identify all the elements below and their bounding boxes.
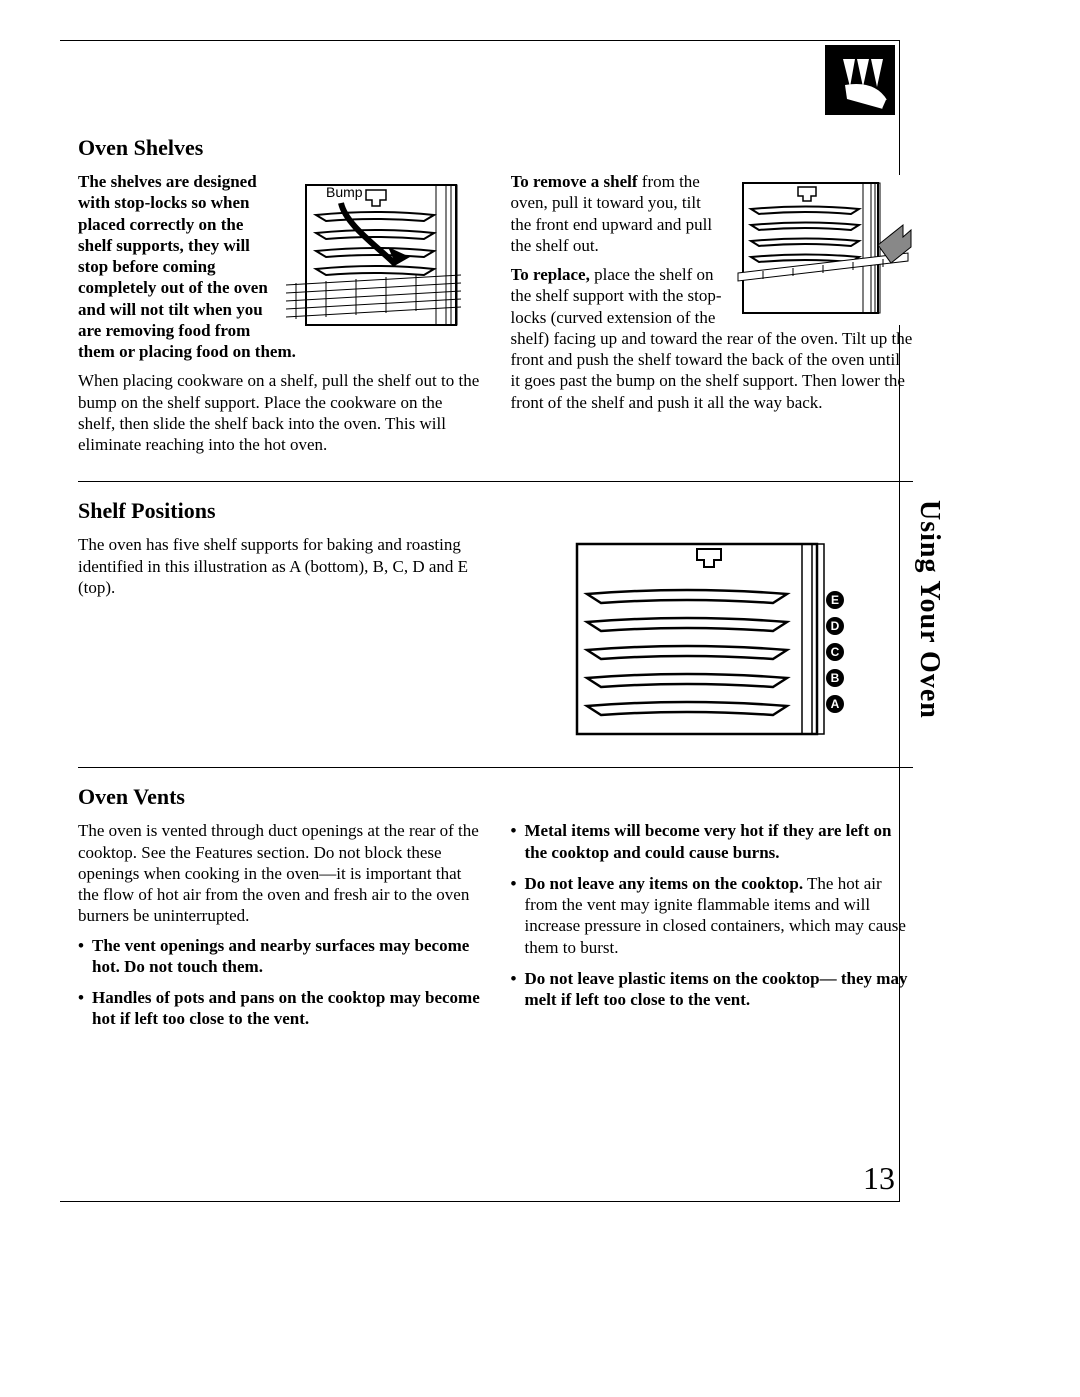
heading-oven-shelves: Oven Shelves bbox=[78, 135, 913, 161]
bullet-item: Do not leave any items on the cooktop. T… bbox=[511, 873, 914, 958]
page-number: 13 bbox=[863, 1160, 895, 1197]
section2-text: The oven has five shelf supports for bak… bbox=[78, 534, 481, 598]
oven-mitt-icon bbox=[825, 45, 895, 115]
bullet-bold: Do not leave any items on the cooktop. bbox=[525, 874, 804, 893]
pos-label-e: E bbox=[831, 593, 839, 607]
section3-intro: The oven is vented through duct openings… bbox=[78, 820, 481, 926]
diagram-shelf-bump: Bump bbox=[286, 175, 481, 340]
bottom-rule bbox=[60, 1201, 900, 1202]
bullet-item: The vent openings and nearby surfaces ma… bbox=[78, 935, 481, 978]
rule-2 bbox=[78, 767, 913, 768]
bump-label: Bump bbox=[326, 184, 363, 200]
section1-left-para: When placing cookware on a shelf, pull t… bbox=[78, 370, 481, 455]
remove-bold: To remove a shelf bbox=[511, 172, 638, 191]
bullet-bold: Handles of pots and pans on the cooktop … bbox=[92, 988, 480, 1028]
diagram-shelf-positions: E D C B A bbox=[557, 534, 867, 749]
section3-left: The oven is vented through duct openings… bbox=[78, 820, 481, 1039]
section-tab: Using Your Oven bbox=[913, 500, 945, 719]
section1-right: To remove a shelf from the oven, pull it… bbox=[511, 171, 914, 463]
section2-left: The oven has five shelf supports for bak… bbox=[78, 534, 481, 749]
bullet-bold: Do not leave plastic items on the cookto… bbox=[525, 969, 908, 1009]
pos-label-c: C bbox=[830, 645, 839, 659]
bullet-item: Metal items will become very hot if they… bbox=[511, 820, 914, 863]
section3-left-bullets: The vent openings and nearby surfaces ma… bbox=[78, 935, 481, 1030]
pos-label-a: A bbox=[830, 697, 839, 711]
section2-row: The oven has five shelf supports for bak… bbox=[78, 534, 913, 749]
bullet-item: Handles of pots and pans on the cooktop … bbox=[78, 987, 481, 1030]
heading-oven-vents: Oven Vents bbox=[78, 784, 913, 810]
diagram-shelf-remove bbox=[733, 175, 913, 325]
pos-label-d: D bbox=[830, 619, 839, 633]
bullet-bold: The vent openings and nearby surfaces ma… bbox=[92, 936, 469, 976]
bullet-bold: Metal items will become very hot if they… bbox=[525, 821, 892, 861]
section2-right: E D C B A bbox=[511, 534, 914, 749]
section3-right: Metal items will become very hot if they… bbox=[511, 820, 914, 1039]
section1-left: Bump The shelves are designed with stop-… bbox=[78, 171, 481, 463]
replace-bold: To replace, bbox=[511, 265, 590, 284]
section1-row: Bump The shelves are designed with stop-… bbox=[78, 171, 913, 463]
bullet-item: Do not leave plastic items on the cookto… bbox=[511, 968, 914, 1011]
section3-row: The oven is vented through duct openings… bbox=[78, 820, 913, 1039]
section3-right-bullets: Metal items will become very hot if they… bbox=[511, 820, 914, 1010]
rule-1 bbox=[78, 481, 913, 482]
heading-shelf-positions: Shelf Positions bbox=[78, 498, 913, 524]
pos-label-b: B bbox=[830, 671, 839, 685]
page-content: Oven Shelves bbox=[78, 135, 913, 1040]
